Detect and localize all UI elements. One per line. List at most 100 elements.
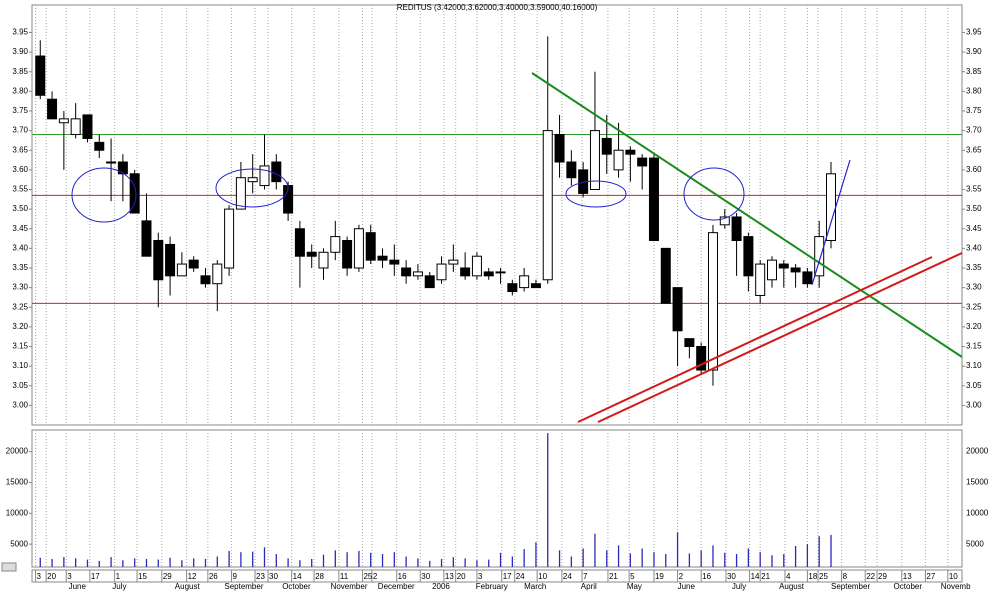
- y-tick-label-right: 3.05: [966, 381, 982, 390]
- candle-body: [94, 141, 105, 151]
- candle-body: [743, 236, 754, 277]
- candle-body: [471, 255, 482, 277]
- candle-body: [731, 216, 742, 242]
- candle-body: [365, 232, 376, 261]
- x-tick-label: 3: [67, 572, 72, 581]
- candle-body: [778, 263, 789, 269]
- x-tick-label: 19: [655, 572, 664, 581]
- axis-icon: [1, 562, 17, 572]
- x-tick-label: 30: [421, 572, 430, 581]
- candle-body: [306, 251, 317, 257]
- annotations: [71, 72, 963, 423]
- x-tick-label: 25: [819, 572, 828, 581]
- month-label: September: [224, 582, 263, 591]
- x-tick-label: 29: [878, 572, 887, 581]
- y-tick-label: 3.30: [12, 283, 28, 292]
- month-label: September: [831, 582, 870, 591]
- x-tick-label: 24: [563, 572, 572, 581]
- y-tick-label: 3.75: [12, 106, 28, 115]
- volume-tick-label: 20000: [6, 447, 29, 456]
- x-tick-label: 7: [583, 572, 588, 581]
- x-tick-label: 13: [903, 572, 912, 581]
- y-tick-label-right: 3.40: [966, 243, 982, 252]
- y-tick-label: 3.40: [12, 243, 28, 252]
- volume-tick-label-right: 10000: [966, 508, 989, 517]
- y-tick-label-right: 3.85: [966, 67, 982, 76]
- month-label: March: [524, 582, 546, 591]
- x-tick-label: 13: [445, 572, 454, 581]
- y-tick-label: 3.45: [12, 224, 28, 233]
- x-tick-label: 27: [926, 572, 935, 581]
- candle-body: [259, 165, 270, 187]
- trend-line: [531, 72, 963, 358]
- marks: [35, 36, 836, 567]
- candle-body: [141, 220, 152, 257]
- x-tick-label: 17: [503, 572, 512, 581]
- x-tick-label: 29: [163, 572, 172, 581]
- x-tick-label: 23: [256, 572, 265, 581]
- candle-body: [766, 259, 777, 281]
- candle-body: [542, 130, 553, 281]
- x-tick-label: 21: [761, 572, 770, 581]
- y-tick-label-right: 3.65: [966, 145, 982, 154]
- candle-body: [648, 157, 659, 242]
- x-tick-label: 9: [232, 572, 237, 581]
- candle-body: [82, 114, 93, 139]
- candle-body: [70, 118, 81, 136]
- candle-body: [483, 271, 494, 277]
- candle-body: [755, 263, 766, 296]
- y-tick-label-right: 3.75: [966, 106, 982, 115]
- x-tick-label: 14: [293, 572, 302, 581]
- candle-body: [271, 161, 282, 183]
- x-axis-band: [31, 569, 963, 583]
- month-label: August: [175, 582, 201, 591]
- x-tick-label: 10: [538, 572, 547, 581]
- candle-body: [212, 263, 223, 285]
- volume-tick-label: 5000: [10, 539, 28, 548]
- candle-body: [460, 267, 471, 277]
- x-tick-label: 30: [269, 572, 278, 581]
- trend-line: [811, 159, 851, 286]
- candle-body: [672, 287, 683, 332]
- ellipse: [565, 180, 627, 208]
- candle-body: [247, 177, 258, 183]
- x-tick-label: 18: [808, 572, 817, 581]
- x-tick-label: 12: [188, 572, 197, 581]
- candle-body: [200, 275, 211, 285]
- month-label: June: [678, 582, 696, 591]
- candle-body: [424, 275, 435, 289]
- month-label: May: [627, 582, 642, 591]
- y-tick-label: 3.50: [12, 204, 28, 213]
- candle-body: [530, 283, 541, 289]
- y-tick-label-right: 3.10: [966, 361, 982, 370]
- candle-body: [684, 338, 695, 347]
- candle-body: [342, 240, 353, 269]
- y-tick-label-right: 3.30: [966, 283, 982, 292]
- x-tick-label: 25: [363, 572, 372, 581]
- y-tick-label: 3.20: [12, 322, 28, 331]
- x-tick-label: 20: [47, 572, 56, 581]
- month-label: February: [476, 582, 508, 591]
- y-tick-label: 3.95: [12, 28, 28, 37]
- month-label: October: [282, 582, 311, 591]
- x-tick-label: 3: [37, 572, 42, 581]
- trend-line: [577, 256, 933, 423]
- y-tick-label-right: 3.95: [966, 28, 982, 37]
- candle-body: [507, 283, 518, 293]
- candle-body: [47, 98, 58, 120]
- y-tick-label: 3.15: [12, 342, 28, 351]
- x-tick-label: 24: [516, 572, 525, 581]
- month-label: August: [779, 582, 805, 591]
- candle-body: [389, 259, 400, 265]
- candle-body: [613, 149, 624, 171]
- candle-body: [129, 173, 140, 214]
- volume-tick-label-right: 15000: [966, 478, 989, 487]
- volume-panel: [31, 429, 963, 568]
- y-tick-label: 3.05: [12, 381, 28, 390]
- y-tick-label-right: 3.35: [966, 263, 982, 272]
- y-tick-label-right: 3.50: [966, 204, 982, 213]
- volume-tick-label: 15000: [6, 478, 29, 487]
- candle-body: [637, 157, 648, 167]
- volume-tick-label: 10000: [6, 508, 29, 517]
